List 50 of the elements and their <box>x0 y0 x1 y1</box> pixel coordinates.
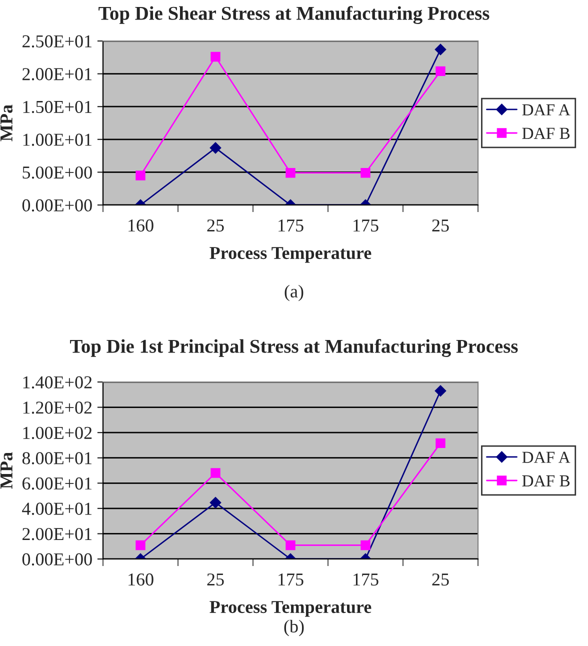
text: (b) <box>284 620 304 636</box>
x-tick-label: 25 <box>432 219 449 232</box>
point <box>210 468 220 478</box>
point <box>286 168 296 178</box>
y-tick-label: 1.20E+02 <box>23 402 92 414</box>
legend-label: DAF A <box>522 104 570 116</box>
point <box>434 44 446 56</box>
point <box>210 497 222 508</box>
legend-label: DAF A <box>522 452 570 463</box>
point <box>436 66 446 76</box>
y-tick-label: 4.00E+01 <box>22 502 92 515</box>
y-tick-label: 5.00E+00 <box>22 166 92 179</box>
y-tick-label: 0.00E+00 <box>22 199 92 212</box>
legend-label: DAF B <box>522 475 570 486</box>
x-axis-title: Process Temperature <box>210 601 372 617</box>
point <box>360 540 370 550</box>
point <box>136 540 146 550</box>
y-tick-label: 1.50E+01 <box>23 100 92 114</box>
x-tick-label: 25 <box>432 573 449 586</box>
y-tick-label: 1.40E+02 <box>23 376 92 389</box>
y-tick-label: 2.50E+01 <box>22 35 92 48</box>
legend-label: DAF B <box>522 128 570 139</box>
y-tick-label: 8.00E+01 <box>22 452 92 464</box>
point <box>286 540 296 550</box>
point <box>434 385 446 396</box>
x-tick-label: 25 <box>207 573 224 586</box>
point <box>136 170 146 180</box>
x-tick-label: 160 <box>128 219 154 232</box>
chart-title: Top Die Shear Stress at Manufacturing Process <box>98 6 490 24</box>
y-tick-label: 1.00E+01 <box>23 134 92 146</box>
x-tick-label: 175 <box>354 220 378 232</box>
x-tick-label: 175 <box>354 574 378 586</box>
x-axis-title: Process Temperature <box>210 247 372 263</box>
point <box>360 168 370 178</box>
x-tick-label: 25 <box>207 219 224 232</box>
chart-title: Top Die 1st Principal Stress at Manufacturing Process <box>70 339 518 357</box>
y-tick-label: 1.00E+02 <box>23 426 92 440</box>
point <box>210 142 222 154</box>
y-tick-label: 6.00E+01 <box>22 477 92 490</box>
y-tick-label: 2.00E+01 <box>22 68 92 80</box>
point <box>210 52 220 62</box>
x-tick-label: 160 <box>128 573 154 586</box>
x-tick-label: 175 <box>278 220 304 232</box>
y-tick-label: 0.00E+00 <box>22 553 92 566</box>
y-axis-title: MPa <box>0 452 12 489</box>
y-tick-label: 2.00E+01 <box>22 528 92 540</box>
text: (a) <box>284 284 304 302</box>
point <box>436 438 446 448</box>
y-axis-title: MPa <box>0 104 12 142</box>
x-tick-label: 175 <box>278 574 304 586</box>
